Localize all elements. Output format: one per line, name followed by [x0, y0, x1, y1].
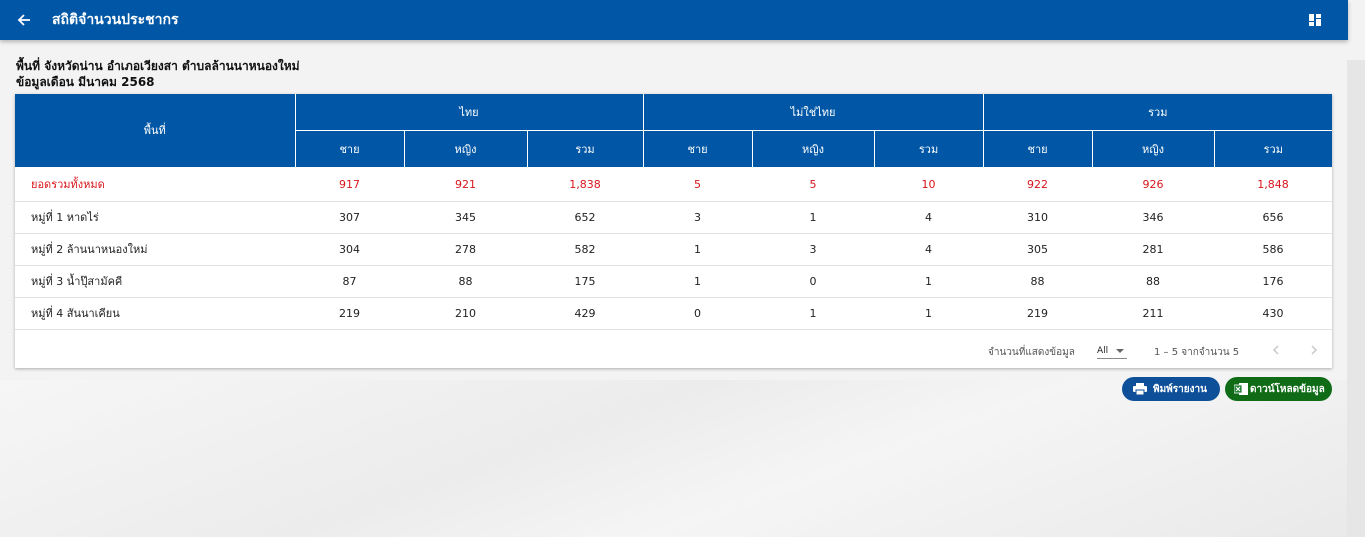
row-area: หมู่ที่ 1 หาดไร่ [15, 201, 295, 234]
header-nonthai-total: รวม [874, 130, 984, 168]
next-page-button[interactable] [1307, 343, 1321, 357]
month-line: ข้อมูลเดือน มีนาคม 2568 [16, 75, 155, 89]
back-button[interactable] [14, 10, 34, 30]
chevron-left-icon [1272, 345, 1279, 355]
cell: 652 [527, 201, 644, 234]
cell: 307 [295, 201, 404, 234]
table-row: หมู่ที่ 1 หาดไร่ 307 345 652 3 1 4 310 3… [15, 201, 1333, 234]
download-data-button[interactable]: ดาวน์โหลดข้อมูล [1225, 377, 1332, 401]
cell: 3 [752, 233, 875, 266]
cell: 922 [983, 167, 1093, 202]
printer-icon [1133, 383, 1147, 395]
pagination-range: 1 – 5 จากจำนวน 5 [1154, 347, 1240, 358]
header-all-total: รวม [1214, 130, 1333, 168]
table-body: ยอดรวมทั้งหมด 917 921 1,838 5 5 10 922 9… [15, 167, 1333, 330]
chevron-right-icon [1311, 345, 1318, 355]
cell: 345 [404, 201, 527, 234]
cell: 5 [643, 167, 753, 202]
cell: 10 [874, 167, 984, 202]
cell: 346 [1092, 201, 1215, 234]
page-title: สถิติจำนวนประชากร [52, 12, 179, 28]
cell: 281 [1092, 233, 1215, 266]
cell: 219 [295, 297, 404, 330]
cell: 582 [527, 233, 644, 266]
cell: 917 [295, 167, 404, 202]
cell: 305 [983, 233, 1093, 266]
population-table-card: พื้นที่ ไทย ไม่ใช่ไทย รวม ชาย หญิง รวม ช… [15, 94, 1333, 368]
table-row: หมู่ที่ 4 สันนาเคียน 219 210 429 0 1 1 2… [15, 297, 1333, 330]
cell: 176 [1214, 265, 1333, 298]
cell: 304 [295, 233, 404, 266]
previous-page-button[interactable] [1269, 343, 1283, 357]
header-thai-total: รวม [527, 130, 644, 168]
cell: 3 [643, 201, 753, 234]
cell: 88 [1092, 265, 1215, 298]
rows-per-page-value: All [1097, 345, 1109, 356]
cell: 278 [404, 233, 527, 266]
dashboard-button[interactable] [1308, 12, 1322, 26]
cell: 1 [643, 233, 753, 266]
caret-down-icon [1116, 348, 1125, 353]
header-group-thai: ไทย [295, 94, 644, 131]
cell: 175 [527, 265, 644, 298]
cell: 219 [983, 297, 1093, 330]
row-area: หมู่ที่ 4 สันนาเคียน [15, 297, 295, 330]
cell: 4 [874, 201, 984, 234]
cell: 87 [295, 265, 404, 298]
header-all-female: หญิง [1092, 130, 1215, 168]
cell: 1 [752, 297, 875, 330]
header-nonthai-female: หญิง [752, 130, 875, 168]
header-all-male: ชาย [983, 130, 1093, 168]
header-thai-male: ชาย [295, 130, 405, 168]
rows-per-page-label: จำนวนที่แสดงข้อมูล [988, 347, 1075, 358]
table-row-total: ยอดรวมทั้งหมด 917 921 1,838 5 5 10 922 9… [15, 167, 1333, 202]
cell: 921 [404, 167, 527, 202]
area-info: พื้นที่ จังหวัดน่าน อำเภอเวียงสา ตำบลล้า… [16, 58, 300, 90]
cell: 88 [404, 265, 527, 298]
table-footer: จำนวนที่แสดงข้อมูล All 1 – 5 จากจำนวน 5 [15, 334, 1332, 368]
row-area: หมู่ที่ 3 น้ำปุ๊สามัคคี [15, 265, 295, 298]
cell: 88 [983, 265, 1093, 298]
area-line: พื้นที่ จังหวัดน่าน อำเภอเวียงสา ตำบลล้า… [16, 59, 300, 73]
cell: 1,848 [1214, 167, 1333, 202]
print-report-label: พิมพ์รายงาน [1153, 383, 1207, 395]
header-area: พื้นที่ [15, 94, 296, 168]
row-area: ยอดรวมทั้งหมด [15, 167, 295, 202]
excel-icon [1234, 383, 1248, 395]
header-group-total: รวม [983, 94, 1333, 131]
download-data-label: ดาวน์โหลดข้อมูล [1250, 383, 1325, 395]
cell: 210 [404, 297, 527, 330]
cell: 1,838 [527, 167, 644, 202]
cell: 430 [1214, 297, 1333, 330]
population-table: พื้นที่ ไทย ไม่ใช่ไทย รวม ชาย หญิง รวม ช… [15, 94, 1333, 330]
table-row: หมู่ที่ 3 น้ำปุ๊สามัคคี 87 88 175 1 0 1 … [15, 265, 1333, 298]
table-header: พื้นที่ ไทย ไม่ใช่ไทย รวม ชาย หญิง รวม ช… [15, 94, 1333, 168]
cell: 5 [752, 167, 875, 202]
cell: 4 [874, 233, 984, 266]
top-app-bar: สถิติจำนวนประชากร [0, 0, 1348, 40]
dashboard-icon [1309, 14, 1321, 26]
cell: 429 [527, 297, 644, 330]
header-group-non-thai: ไม่ใช่ไทย [643, 94, 984, 131]
cell: 310 [983, 201, 1093, 234]
cell: 1 [643, 265, 753, 298]
cell: 1 [874, 265, 984, 298]
cell: 656 [1214, 201, 1333, 234]
cell: 586 [1214, 233, 1333, 266]
print-report-button[interactable]: พิมพ์รายงาน [1122, 377, 1220, 401]
cell: 926 [1092, 167, 1215, 202]
cell: 0 [752, 265, 875, 298]
cell: 211 [1092, 297, 1215, 330]
background-edge [1347, 60, 1365, 537]
background-shape [0, 380, 1365, 537]
cell: 0 [643, 297, 753, 330]
table-row: หมู่ที่ 2 ล้านนาหนองใหม่ 304 278 582 1 3… [15, 233, 1333, 266]
arrow-left-icon [17, 14, 30, 26]
cell: 1 [752, 201, 875, 234]
cell: 1 [874, 297, 984, 330]
row-area: หมู่ที่ 2 ล้านนาหนองใหม่ [15, 233, 295, 266]
header-thai-female: หญิง [404, 130, 528, 168]
header-nonthai-male: ชาย [643, 130, 753, 168]
rows-per-page-select[interactable]: All [1097, 343, 1127, 359]
